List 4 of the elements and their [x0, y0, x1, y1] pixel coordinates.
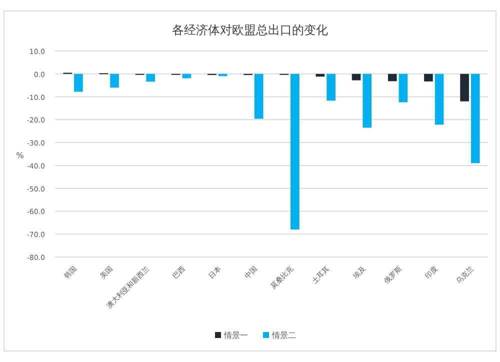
title: 各经济体对欧盟总出口的变化	[172, 23, 328, 37]
legend-label: 情景二	[271, 331, 296, 340]
legend-label: 情景一	[223, 331, 248, 340]
y-axis-title: %	[16, 151, 24, 160]
